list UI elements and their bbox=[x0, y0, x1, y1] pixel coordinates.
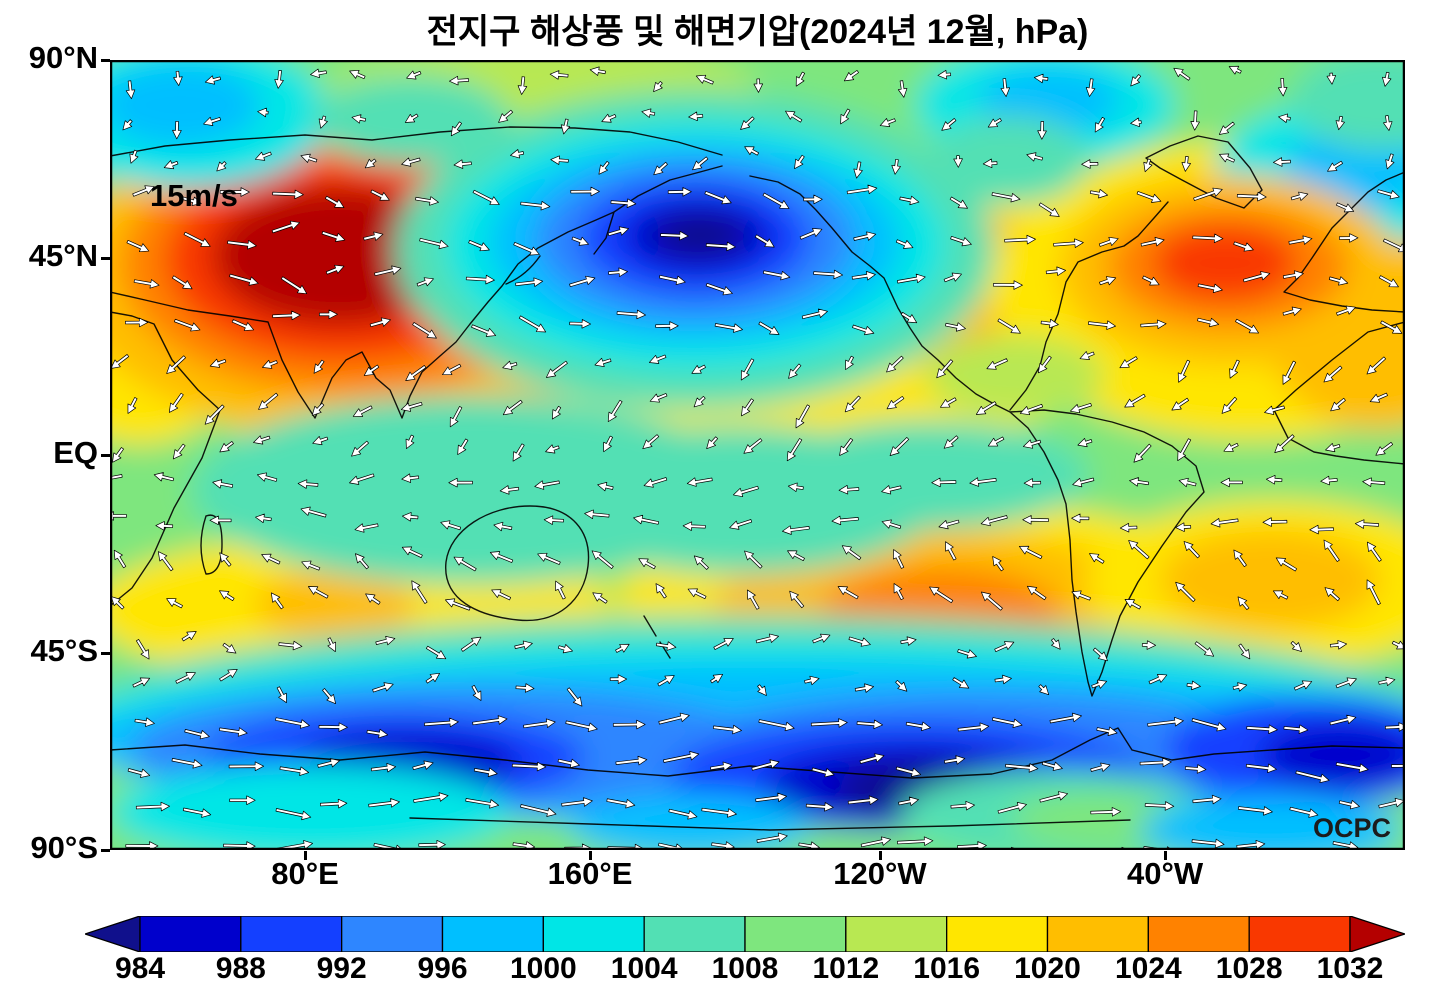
colorbar-tick-label: 1016 bbox=[913, 952, 981, 985]
x-axis-tick bbox=[304, 851, 308, 860]
colorbar-tick-label: 1024 bbox=[1114, 952, 1182, 985]
coastlines bbox=[110, 126, 1405, 831]
colorbar-tick-label: 1020 bbox=[1014, 952, 1081, 985]
x-tick-label: 160°E bbox=[547, 856, 633, 891]
pressure-field bbox=[110, 60, 1405, 850]
y-tick-label: 90°S bbox=[30, 830, 98, 865]
colorbar-tick-label: 996 bbox=[417, 952, 468, 985]
colorbar-tick-label: 1004 bbox=[610, 952, 678, 985]
x-axis-tick bbox=[1164, 851, 1168, 860]
wind-scale-label: 15m/s bbox=[150, 178, 238, 213]
y-tick-label: 45°S bbox=[30, 632, 98, 668]
colorbar-tick-label: 1000 bbox=[509, 952, 577, 985]
x-tick-label: 120°W bbox=[833, 856, 927, 891]
chart-title: 전지구 해상풍 및 해면기압(2024년 12월, hPa) bbox=[426, 13, 1089, 51]
y-tick-label: 45°N bbox=[28, 237, 98, 273]
y-axis-tick bbox=[101, 256, 110, 260]
colorbar-tick-label: 992 bbox=[316, 952, 367, 985]
y-axis-tick bbox=[101, 59, 110, 62]
colorbar bbox=[85, 916, 1405, 952]
colorbar-tick-label: 1032 bbox=[1316, 952, 1384, 985]
colorbar-tick-label: 1012 bbox=[812, 952, 880, 985]
y-axis-tick bbox=[101, 454, 110, 457]
colorbar-tick-label: 984 bbox=[114, 952, 166, 985]
colorbar-tick-label: 988 bbox=[215, 952, 266, 985]
colorbar-tick-label: 1008 bbox=[711, 952, 779, 985]
y-axis-tick bbox=[101, 651, 110, 655]
map-plot-area: 15m/s OCPC bbox=[110, 60, 1405, 850]
watermark-ocpc: OCPC bbox=[1312, 813, 1391, 843]
pressure-wind-map bbox=[110, 60, 1405, 850]
wind-vectors bbox=[110, 65, 1405, 850]
y-tick-label: 90°N bbox=[28, 40, 98, 75]
x-tick-label: 80°E bbox=[271, 856, 339, 891]
colorbar-tick-label: 1028 bbox=[1215, 952, 1283, 985]
x-tick-label: 40°W bbox=[1126, 856, 1204, 891]
y-axis-tick bbox=[101, 849, 110, 852]
x-axis-tick bbox=[879, 851, 882, 860]
x-axis-tick bbox=[589, 851, 593, 860]
y-tick-label: EQ bbox=[53, 435, 98, 470]
